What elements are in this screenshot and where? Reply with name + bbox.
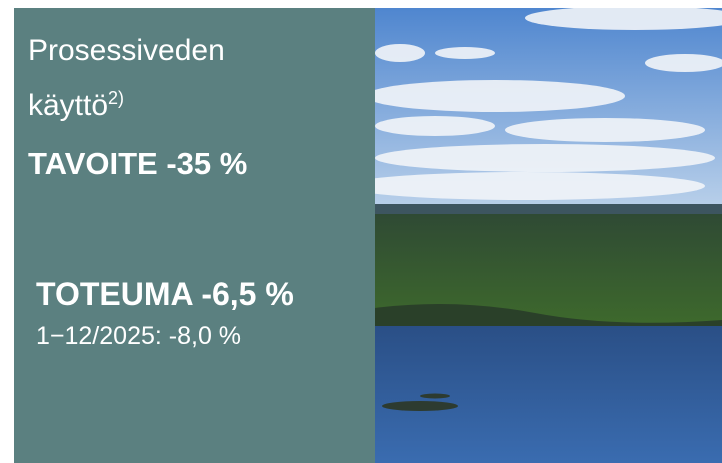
text-panel: Prosessiveden käyttö2) TAVOITE -35 % TOT… [14, 8, 375, 463]
footnote-marker: 2) [108, 88, 124, 108]
title-line: käyttö2) [28, 88, 124, 123]
period: 1−12/2025: -8,0 % [36, 322, 241, 351]
slide: Prosessiveden käyttö2) TAVOITE -35 % TOT… [0, 0, 722, 463]
landscape-photo [375, 8, 722, 463]
title-line: Prosessiveden [28, 34, 225, 68]
target: TAVOITE -35 % [28, 146, 247, 182]
actual: TOTEUMA -6,5 % [36, 276, 294, 313]
title-word: käyttö [28, 89, 108, 122]
